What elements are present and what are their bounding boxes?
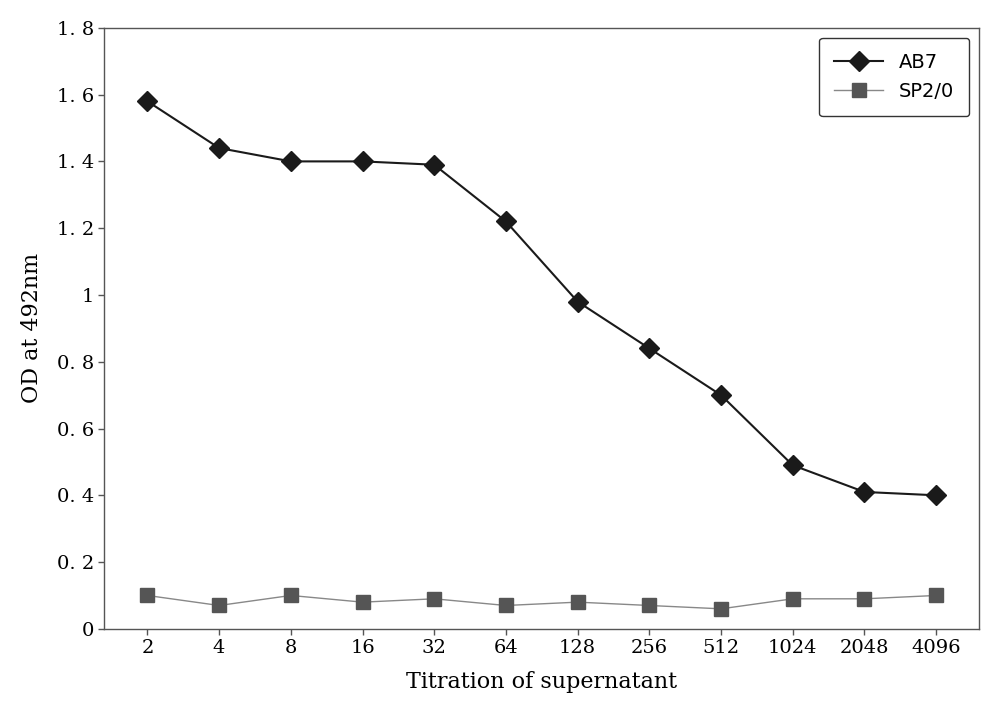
Y-axis label: OD at 492nm: OD at 492nm <box>21 253 43 403</box>
AB7 <box>500 217 512 226</box>
AB7 <box>572 297 584 306</box>
AB7 <box>428 161 440 169</box>
SP2/0 <box>428 595 440 603</box>
AB7 <box>787 461 799 470</box>
AB7 <box>357 157 369 166</box>
AB7 <box>141 97 153 106</box>
SP2/0 <box>141 591 153 600</box>
SP2/0 <box>572 598 584 606</box>
AB7 <box>643 344 655 353</box>
SP2/0 <box>715 605 727 613</box>
SP2/0 <box>858 595 870 603</box>
Line: SP2/0: SP2/0 <box>140 588 943 615</box>
AB7 <box>858 488 870 496</box>
AB7 <box>285 157 297 166</box>
SP2/0 <box>787 595 799 603</box>
AB7 <box>930 491 942 500</box>
SP2/0 <box>643 601 655 610</box>
SP2/0 <box>930 591 942 600</box>
Line: AB7: AB7 <box>140 94 943 502</box>
SP2/0 <box>285 591 297 600</box>
AB7 <box>213 144 225 152</box>
SP2/0 <box>357 598 369 606</box>
SP2/0 <box>500 601 512 610</box>
SP2/0 <box>213 601 225 610</box>
X-axis label: Titration of supernatant: Titration of supernatant <box>406 671 677 693</box>
Legend: AB7, SP2/0: AB7, SP2/0 <box>819 38 969 116</box>
AB7 <box>715 391 727 399</box>
